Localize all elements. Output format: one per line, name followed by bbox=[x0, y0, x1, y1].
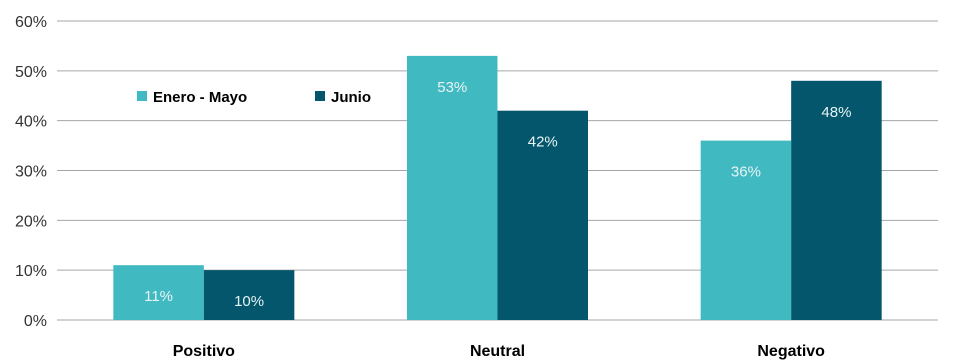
x-axis-categories: Positivo Neutral Negativo bbox=[173, 343, 825, 360]
data-label: 48% bbox=[821, 104, 851, 121]
bar-junio-positivo bbox=[203, 270, 295, 320]
legend-swatch bbox=[137, 91, 147, 101]
bar-junio-neutral bbox=[497, 110, 588, 320]
data-label: 36% bbox=[731, 164, 761, 181]
bar-enero-mayo-positivo bbox=[113, 265, 204, 320]
y-tick-label: 40% bbox=[15, 114, 47, 131]
data-label: 42% bbox=[528, 134, 558, 151]
x-tick-label: Positivo bbox=[173, 343, 235, 360]
data-label: 10% bbox=[234, 293, 264, 310]
y-tick-label: 20% bbox=[15, 213, 47, 230]
bar-enero-mayo-neutral bbox=[407, 55, 498, 321]
legend-label: Junio bbox=[331, 89, 371, 106]
y-axis-ticks: 0% 10% 20% 30% 40% 50% 60% bbox=[15, 14, 47, 330]
y-tick-label: 10% bbox=[15, 263, 47, 280]
x-tick-label: Neutral bbox=[470, 343, 525, 360]
bar-junio-negativo bbox=[791, 80, 882, 320]
data-labels: 11% 10% 53% 42% 36% 48% bbox=[144, 79, 851, 310]
legend-label: Enero - Mayo bbox=[153, 89, 247, 106]
bar-enero-mayo-negativo bbox=[700, 140, 792, 320]
y-tick-label: 50% bbox=[15, 64, 47, 81]
data-label: 11% bbox=[144, 288, 173, 305]
bars bbox=[113, 55, 882, 321]
y-tick-label: 30% bbox=[15, 164, 47, 181]
y-tick-label: 0% bbox=[24, 313, 47, 330]
legend-swatch bbox=[315, 91, 325, 101]
x-tick-label: Negativo bbox=[757, 343, 825, 360]
y-tick-label: 60% bbox=[15, 14, 47, 31]
legend: Enero - Mayo Junio bbox=[137, 89, 371, 106]
data-label: 53% bbox=[437, 79, 467, 96]
